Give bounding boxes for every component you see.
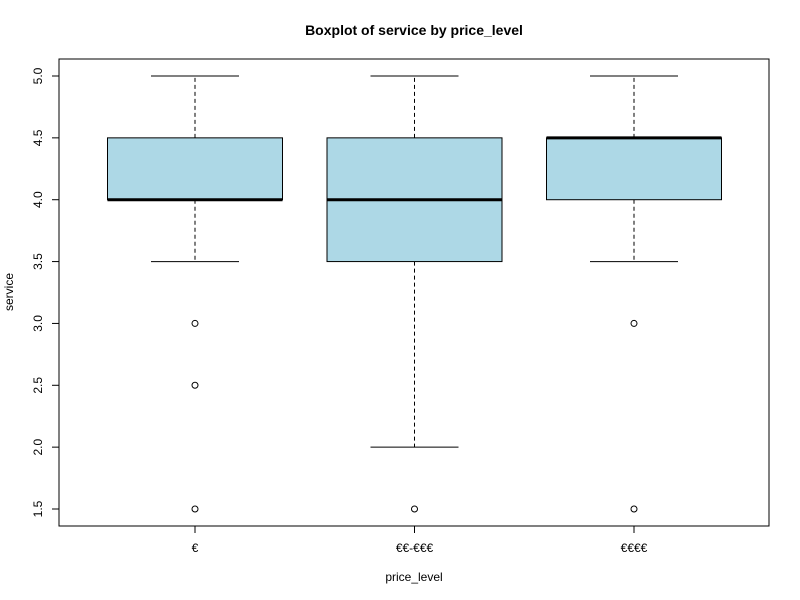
y-tick-label: 3.0 [31, 315, 45, 332]
box-3 [546, 75, 722, 513]
iqr-box [107, 137, 283, 201]
outlier-point [191, 505, 199, 513]
y-axis: 1.5 2.0 2.5 3.0 3.5 4.0 4.5 5.0 [31, 67, 60, 517]
y-tick-label: 4.5 [31, 129, 45, 146]
outlier-point [191, 319, 199, 327]
y-tick-label: 4.0 [31, 191, 45, 208]
x-axis: € €€-€€€ €€€€ [192, 525, 648, 555]
box-1 [107, 75, 283, 513]
x-tick-label: €€-€€€ [396, 541, 434, 555]
y-axis-label: service [2, 273, 16, 311]
x-tick-label: €€€€ [621, 541, 648, 555]
boxes-group [107, 75, 722, 513]
outlier-point [411, 505, 418, 513]
box-2 [326, 75, 503, 513]
iqr-box [546, 137, 722, 201]
y-tick-label: 3.5 [31, 253, 45, 270]
outlier-point [630, 319, 638, 327]
chart-title: Boxplot of service by price_level [305, 22, 523, 38]
x-tick-label: € [192, 541, 199, 555]
outlier-point [191, 381, 199, 389]
x-axis-label: price_level [385, 570, 442, 584]
y-tick-label: 5.0 [31, 67, 45, 84]
y-tick-label: 1.5 [31, 500, 45, 517]
y-tick-label: 2.0 [31, 438, 45, 455]
y-tick-label: 2.5 [31, 377, 45, 394]
outlier-point [630, 505, 638, 513]
